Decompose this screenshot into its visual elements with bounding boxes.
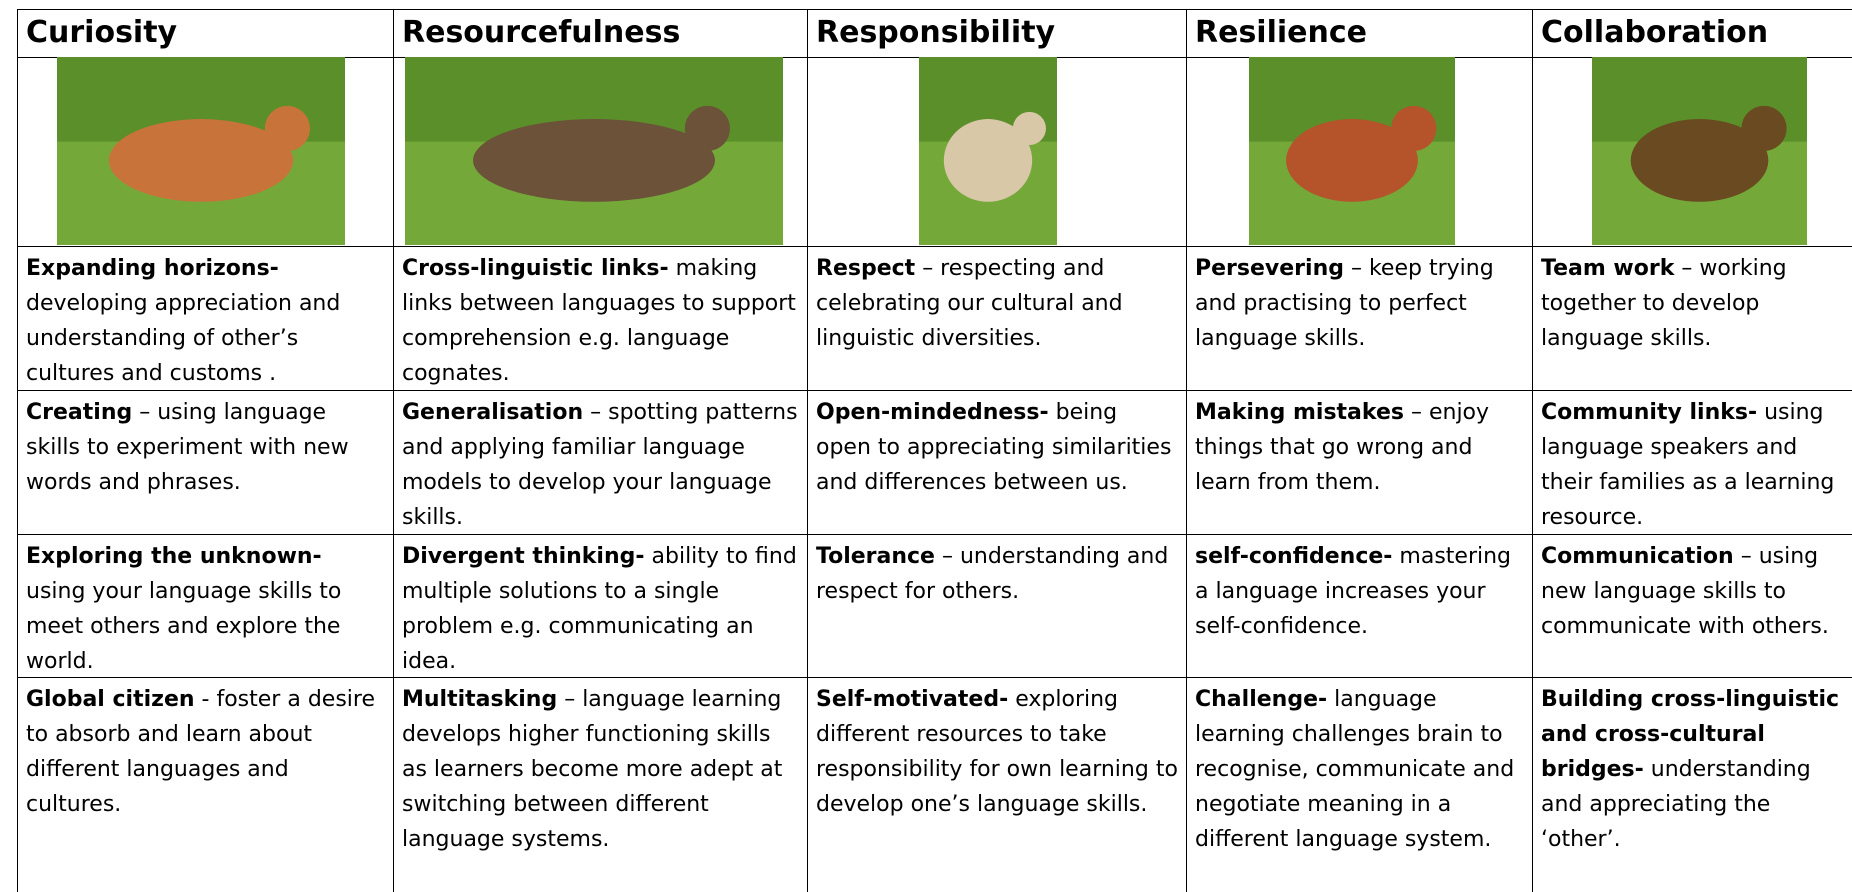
animal-image xyxy=(57,57,345,245)
description: developing appreciation and understandin… xyxy=(26,291,341,386)
text-cell: Creating – using language skills to expe… xyxy=(17,390,394,535)
lead-term: Challenge- xyxy=(1195,687,1328,712)
description: – enjoy things that go wrong and learn f… xyxy=(1195,400,1490,495)
description: – using new language skills to communica… xyxy=(1541,544,1829,639)
text-cell: Cross-linguistic links- making links bet… xyxy=(393,246,808,391)
description: exploring different resources to take re… xyxy=(816,687,1178,817)
description: language learning challenges brain to re… xyxy=(1195,687,1515,852)
description: understanding and appreciating the ‘othe… xyxy=(1541,757,1811,852)
text-cell: Global citizen - foster a desire to abso… xyxy=(17,677,394,892)
description: – respecting and celebrating our cultura… xyxy=(816,256,1123,351)
text-cell: Challenge- language learning challenges … xyxy=(1186,677,1533,892)
text-cell: Communication – using new language skill… xyxy=(1532,534,1852,678)
text-cell: Self-motivated- exploring different reso… xyxy=(807,677,1187,892)
description: – using language skills to experiment wi… xyxy=(26,400,349,495)
lead-term: Persevering xyxy=(1195,256,1344,281)
lead-term: Generalisation xyxy=(402,400,584,425)
description: - foster a desire to absorb and learn ab… xyxy=(26,687,375,817)
header-cell: Curiosity xyxy=(17,9,394,58)
text-cell: Exploring the unknown- using your langua… xyxy=(17,534,394,678)
text-cell: Generalisation – spotting patterns and a… xyxy=(393,390,808,535)
animal-image xyxy=(1592,57,1807,245)
text-cell: Tolerance – understanding and respect fo… xyxy=(807,534,1187,678)
lead-term: Making mistakes xyxy=(1195,400,1404,425)
lead-term: Team work xyxy=(1541,256,1675,281)
text-cell: Respect – respecting and celebrating our… xyxy=(807,246,1187,391)
description: – language learning develops higher func… xyxy=(402,687,783,852)
text-cell: Multitasking – language learning develop… xyxy=(393,677,808,892)
lead-term: Self-motivated- xyxy=(816,687,1009,712)
description: – understanding and respect for others. xyxy=(816,544,1169,604)
animal-image xyxy=(919,57,1057,245)
description: – keep trying and practising to perfect … xyxy=(1195,256,1494,351)
text-cell: Divergent thinking- ability to find mult… xyxy=(393,534,808,678)
description: – spotting patterns and applying familia… xyxy=(402,400,798,530)
description: mastering a language increases your self… xyxy=(1195,544,1512,639)
description: – working together to develop language s… xyxy=(1541,256,1787,351)
text-cell: Community links- using language speakers… xyxy=(1532,390,1852,535)
lead-term: Tolerance xyxy=(816,544,935,569)
lead-term: Exploring the unknown- xyxy=(26,544,322,569)
description: being open to appreciating similarities … xyxy=(816,400,1172,495)
description: ability to find multiple solutions to a … xyxy=(402,544,797,674)
header-cell: Responsibility xyxy=(807,9,1187,58)
text-cell: Making mistakes – enjoy things that go w… xyxy=(1186,390,1533,535)
lead-term: Global citizen xyxy=(26,687,195,712)
text-cell: Team work – working together to develop … xyxy=(1532,246,1852,391)
lead-term: Building cross-linguistic and cross-cult… xyxy=(1541,687,1840,782)
text-cell: Expanding horizons- developing appreciat… xyxy=(17,246,394,391)
description: using language speakers and their famili… xyxy=(1541,400,1835,530)
lead-term: self-confidence- xyxy=(1195,544,1393,569)
lead-term: Divergent thinking- xyxy=(402,544,645,569)
lead-term: Community links- xyxy=(1541,400,1758,425)
description: using your language skills to meet other… xyxy=(26,579,342,674)
text-cell: Open-mindedness- being open to appreciat… xyxy=(807,390,1187,535)
text-cell: Persevering – keep trying and practising… xyxy=(1186,246,1533,391)
lead-term: Open-mindedness- xyxy=(816,400,1049,425)
lead-term: Expanding horizons- xyxy=(26,256,279,281)
text-cell: self-confidence- mastering a language in… xyxy=(1186,534,1533,678)
lead-term: Communication xyxy=(1541,544,1734,569)
animal-image xyxy=(405,57,783,245)
header-cell: Collaboration xyxy=(1532,9,1852,58)
lead-term: Creating xyxy=(26,400,133,425)
animal-image xyxy=(1249,57,1455,245)
text-cell: Building cross-linguistic and cross-cult… xyxy=(1532,677,1852,892)
header-cell: Resilience xyxy=(1186,9,1533,58)
header-cell: Resourcefulness xyxy=(393,9,808,58)
lead-term: Multitasking xyxy=(402,687,558,712)
lead-term: Cross-linguistic links- xyxy=(402,256,669,281)
description: making links between languages to suppor… xyxy=(402,256,796,386)
lead-term: Respect xyxy=(816,256,916,281)
